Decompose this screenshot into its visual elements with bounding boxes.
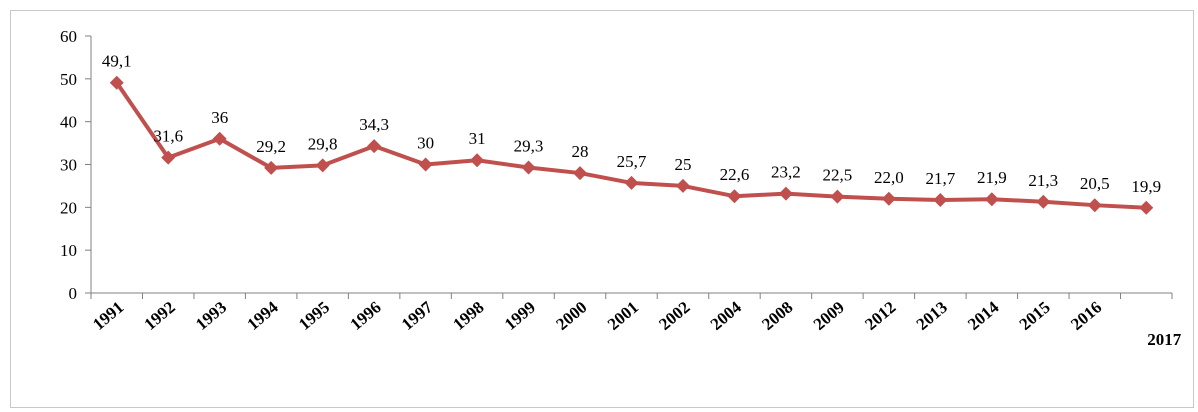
data-point-marker [573, 166, 588, 181]
x-tick-label: 2001 [604, 298, 642, 334]
x-tick-label: 1995 [295, 298, 333, 334]
data-point-marker [830, 189, 845, 204]
x-tick-label: 1998 [449, 298, 487, 334]
data-point-marker [109, 75, 124, 90]
data-label: 31,6 [153, 127, 183, 146]
data-label: 49,1 [102, 52, 132, 71]
data-label: 29,8 [308, 134, 338, 153]
data-point-marker [727, 189, 742, 204]
y-tick-label: 0 [69, 284, 78, 303]
data-point-marker [1087, 198, 1102, 213]
data-label: 20,5 [1080, 174, 1110, 193]
data-label: 25,7 [617, 152, 647, 171]
data-label: 30 [417, 134, 434, 153]
data-point-marker [1036, 194, 1051, 209]
x-tick-label: 1991 [89, 298, 127, 334]
data-point-marker [1139, 200, 1154, 215]
y-tick-label: 60 [60, 27, 77, 46]
x-tick-label: 2009 [810, 298, 848, 334]
data-label: 21,9 [977, 168, 1007, 187]
data-label: 22,0 [874, 168, 904, 187]
data-point-marker [161, 150, 176, 165]
y-tick-label: 30 [60, 156, 77, 175]
data-label: 22,6 [720, 165, 750, 184]
y-tick-label: 10 [60, 241, 77, 260]
x-tick-label: 2016 [1067, 298, 1105, 334]
x-tick-label: 2017 [1147, 330, 1182, 349]
x-tick-label: 1992 [141, 298, 179, 334]
x-tick-label: 2008 [758, 298, 796, 334]
x-tick-label: 1993 [192, 298, 230, 334]
data-label: 25 [674, 155, 691, 174]
x-tick-label: 1997 [398, 297, 437, 334]
data-point-marker [367, 139, 382, 154]
data-label: 29,2 [256, 137, 286, 156]
data-point-marker [984, 192, 999, 207]
data-point-marker [418, 157, 433, 172]
x-tick-label: 2013 [913, 298, 951, 334]
data-label: 21,3 [1028, 171, 1058, 190]
data-label: 36 [211, 108, 228, 127]
data-label: 22,5 [823, 166, 853, 185]
data-point-marker [470, 153, 485, 168]
data-label: 28 [572, 142, 589, 161]
data-point-marker [521, 160, 536, 175]
data-point-marker [212, 131, 227, 146]
data-point-marker [778, 186, 793, 201]
data-point-marker [624, 175, 639, 190]
x-tick-label: 2002 [655, 298, 693, 334]
data-point-marker [881, 191, 896, 206]
x-tick-label: 2000 [552, 298, 590, 334]
data-point-marker [933, 193, 948, 208]
y-tick-label: 40 [60, 113, 77, 132]
y-tick-label: 50 [60, 70, 77, 89]
x-tick-label: 2014 [964, 297, 1003, 334]
data-point-marker [264, 160, 279, 175]
x-tick-label: 2012 [861, 298, 899, 334]
y-tick-label: 20 [60, 198, 77, 217]
x-tick-label: 2015 [1016, 298, 1054, 334]
data-label: 29,3 [514, 136, 544, 155]
data-label: 21,7 [925, 169, 955, 188]
x-tick-label: 1994 [243, 297, 282, 334]
x-tick-label: 2004 [707, 297, 746, 334]
x-tick-label: 1996 [346, 298, 384, 334]
chart-frame [10, 10, 1194, 408]
data-label: 31 [469, 129, 486, 148]
data-point-marker [315, 158, 330, 173]
data-point-marker [675, 178, 690, 193]
x-tick-label: 1999 [501, 298, 539, 334]
data-label: 34,3 [359, 115, 389, 134]
data-label: 19,9 [1131, 177, 1161, 196]
data-label: 23,2 [771, 163, 801, 182]
